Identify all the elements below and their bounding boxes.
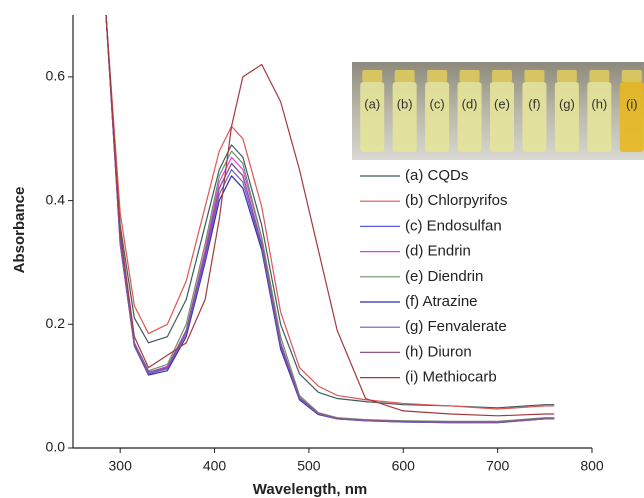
vial-cap <box>524 70 545 82</box>
inset-label: (g) <box>559 96 575 111</box>
x-tick-label: 300 <box>109 458 133 474</box>
x-tick-label: 500 <box>297 458 321 474</box>
vial-cap <box>427 70 448 82</box>
vial <box>392 82 417 152</box>
inset-label: (d) <box>462 96 478 111</box>
y-tick-label: 0.4 <box>46 191 66 207</box>
series-line <box>105 15 555 410</box>
inset-label: (e) <box>494 96 510 111</box>
vial <box>554 82 579 152</box>
x-tick-label: 400 <box>203 458 227 474</box>
inset-label: (b) <box>397 96 413 111</box>
series-line <box>105 15 555 417</box>
vial-cap <box>492 70 512 82</box>
x-axis-title: Wavelength, nm <box>253 481 367 498</box>
x-tick-label: 600 <box>392 458 416 474</box>
series-line <box>105 15 555 422</box>
vial <box>360 82 385 152</box>
inset-label: (a) <box>364 96 380 111</box>
inset-label: (c) <box>430 96 445 111</box>
vial <box>457 82 482 152</box>
inset-label: (f) <box>528 96 540 111</box>
vial-cap <box>459 70 480 82</box>
vial-cap <box>589 70 610 82</box>
vial <box>490 82 514 152</box>
y-axis-title: Absorbance <box>11 187 28 274</box>
vial <box>587 82 612 152</box>
inset-label: (i) <box>626 96 638 111</box>
y-tick-label: 0.6 <box>46 68 66 84</box>
inset-photo: (a) (b) (c) (d) (e) (f) (g) (h) (i) <box>352 62 644 160</box>
vial <box>522 82 547 152</box>
plot-lines <box>105 15 555 424</box>
x-tick-label: 800 <box>580 458 604 474</box>
legend-label: (a) CQDs <box>405 167 468 184</box>
series-line <box>105 15 555 423</box>
x-tick-label: 700 <box>486 458 510 474</box>
vial <box>425 82 450 152</box>
vial-cap <box>621 70 642 82</box>
y-tick-label: 0.2 <box>46 315 66 331</box>
vial-cap <box>556 70 577 82</box>
legend-label: (f) Atrazine <box>405 293 478 310</box>
legend-label: (d) Endrin <box>405 243 471 260</box>
inset-label: (h) <box>591 96 607 111</box>
vial-cap <box>362 70 383 82</box>
legend-label: (c) Endosulfan <box>405 217 502 234</box>
y-tick-label: 0.0 <box>46 439 66 455</box>
vial-cap <box>394 70 415 82</box>
legend-label: (h) Diuron <box>405 343 472 360</box>
legend-label: (i) Methiocarb <box>405 369 497 386</box>
legend-label: (g) Fenvalerate <box>405 318 507 335</box>
vial <box>619 82 644 152</box>
legend-label: (b) Chlorpyrifos <box>405 192 508 209</box>
legend-label: (e) Diendrin <box>405 268 483 285</box>
